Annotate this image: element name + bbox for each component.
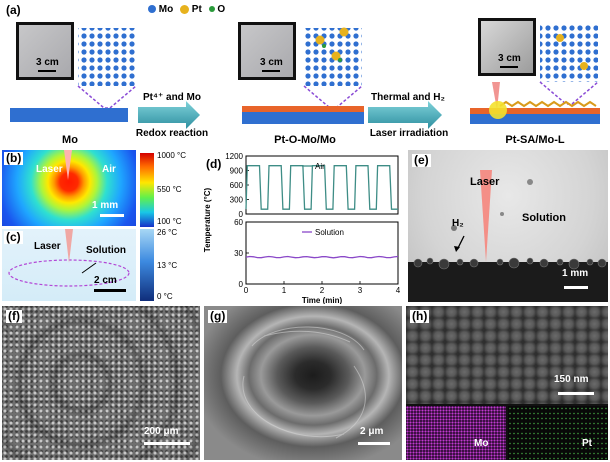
panel-f-shade: [2, 306, 200, 460]
panel-f-label: (f): [6, 309, 22, 323]
panel-d-label: (d): [204, 157, 224, 171]
process-schematic: [10, 18, 600, 129]
panel-b-laser: Laser: [36, 164, 63, 175]
subplot-1-ytick-label-0: 0: [239, 280, 244, 289]
pt-eds-label: Pt: [582, 438, 592, 449]
panel-g: (g) 2 μm: [204, 306, 402, 460]
panel-c-label: (c): [4, 230, 23, 244]
pt-atom-icon: [180, 4, 190, 14]
xtick-label-4: 4: [396, 286, 401, 295]
element-legend: Mo Pt O: [148, 4, 225, 15]
xtick-label-3: 3: [358, 286, 363, 295]
subplot-0-series-line: [245, 165, 398, 210]
panel-f: (f) 200 μm: [2, 306, 200, 460]
colorbar-tick-4: 13 °C: [157, 261, 178, 270]
panel-c: (c) Laser Solution 2 cm: [2, 229, 136, 301]
stage2-scale: 3 cm: [260, 57, 283, 68]
panel-h-label: (h): [410, 309, 430, 323]
subplot-0-ytick-label-0: 0: [239, 210, 244, 219]
step1-top: Pt⁴⁺ and Mo: [143, 92, 201, 103]
subplot-0-ytick-label-1: 300: [230, 196, 244, 205]
panel-b: (b) Laser Air 1 mm: [2, 150, 136, 226]
xtick-label-2: 2: [320, 286, 325, 295]
stage1-title: Mo: [62, 134, 78, 146]
panel-e-solution: Solution: [522, 212, 566, 224]
panel-e-label: (e): [412, 153, 431, 167]
x-axis-label: Time (min): [302, 296, 343, 304]
stage1-scale: 3 cm: [36, 57, 59, 68]
panel-h-stem: [406, 306, 608, 404]
step2-bottom: Laser irradiation: [369, 128, 449, 139]
panel-b-label: (b): [4, 151, 24, 165]
mo-atom-icon: [148, 5, 156, 14]
xtick-label-1: 1: [282, 286, 287, 295]
panel-g-scale: 2 μm: [360, 426, 384, 437]
subplot-0-ytick-label-3: 900: [230, 167, 244, 176]
y-axis-label: Temperature (°C): [203, 187, 212, 252]
subplot-1-legend-label: Solution: [315, 228, 344, 237]
subplot-1-ytick-label-1: 30: [234, 249, 243, 258]
panel-c-sketch: [8, 229, 130, 287]
step1-bottom: Redox reaction: [135, 128, 209, 139]
temperature-chart: 0 300 600 900 1200 Air 0 30 60 Solution 0 1 2 3 4 Time …: [203, 152, 401, 304]
colorbar: 1000 °C 550 °C 100 °C 26 °C 13 °C 0 °C: [140, 151, 190, 303]
panel-d: (d) 0 300 600 900 1200 Air 0 30 60 Solution 0 1 2 3 4 T…: [198, 150, 404, 304]
o-atom-icon: [208, 6, 215, 13]
mo-eds-label: Mo: [474, 438, 489, 449]
colorbar-tick-3: 26 °C: [157, 228, 178, 237]
panel-h-scalebar: [558, 392, 594, 395]
colorbar-tick-1: 550 °C: [157, 185, 182, 194]
laser-beam-icon: [64, 150, 72, 180]
panel-g-label: (g): [208, 309, 228, 323]
panel-b-scale: 1 mm: [92, 200, 119, 211]
panel-b-air: Air: [102, 164, 116, 175]
panel-e-laser: Laser: [470, 176, 500, 188]
subplot-0-ytick-label-4: 1200: [225, 152, 243, 161]
panel-g-scalebar: [358, 442, 390, 445]
panel-a: (a) Mo Pt O: [0, 0, 610, 148]
panel-a-label: (a): [4, 3, 23, 17]
subplot-1-ytick-label-2: 60: [234, 218, 243, 227]
legend-mo: Mo: [158, 4, 174, 15]
xtick-label-0: 0: [244, 286, 249, 295]
panel-c-solution: Solution: [86, 245, 126, 256]
panel-e-scale: 1 mm: [562, 268, 589, 279]
panel-g-crater: [242, 326, 366, 439]
colorbar-tick-5: 0 °C: [157, 292, 173, 301]
legend-pt: Pt: [191, 4, 202, 15]
panel-c-scale: 2 cm: [94, 275, 117, 286]
pt-eds-map: Pt: [508, 406, 608, 460]
step2-top: Thermal and H₂: [371, 92, 445, 103]
panel-c-laser: Laser: [34, 241, 61, 252]
panel-f-scalebar: [144, 442, 190, 445]
mo-eds-map: Mo: [406, 406, 506, 460]
panel-f-scale: 200 μm: [144, 426, 179, 437]
colorbar-tick-2: 100 °C: [157, 217, 182, 226]
panel-c-scalebar: [94, 289, 126, 292]
stage3-scale: 3 cm: [498, 53, 521, 64]
panel-h-scale: 150 nm: [554, 374, 589, 385]
colorbar-tick-0: 1000 °C: [157, 151, 186, 160]
panel-h: (h) 150 nm Mo Pt: [406, 306, 608, 460]
stage3-title: Pt-SA/Mo-L: [505, 134, 565, 146]
colorbar-hot: [140, 153, 154, 227]
panel-e: (e) Laser H₂ Solution 1 mm: [408, 150, 608, 302]
colorbar-cold: [140, 229, 154, 301]
panel-e-photo: [408, 170, 608, 302]
panel-e-scalebar: [564, 286, 588, 289]
subplot-1-series-line: [245, 255, 399, 259]
subplot-0-ytick-label-2: 600: [230, 181, 244, 190]
stage2-title: Pt-O-Mo/Mo: [274, 134, 336, 146]
subplot-0-legend-label: Air: [315, 162, 325, 171]
legend-o: O: [217, 4, 226, 15]
panel-e-h2: H₂: [452, 218, 464, 229]
panel-b-scalebar: [100, 214, 124, 217]
